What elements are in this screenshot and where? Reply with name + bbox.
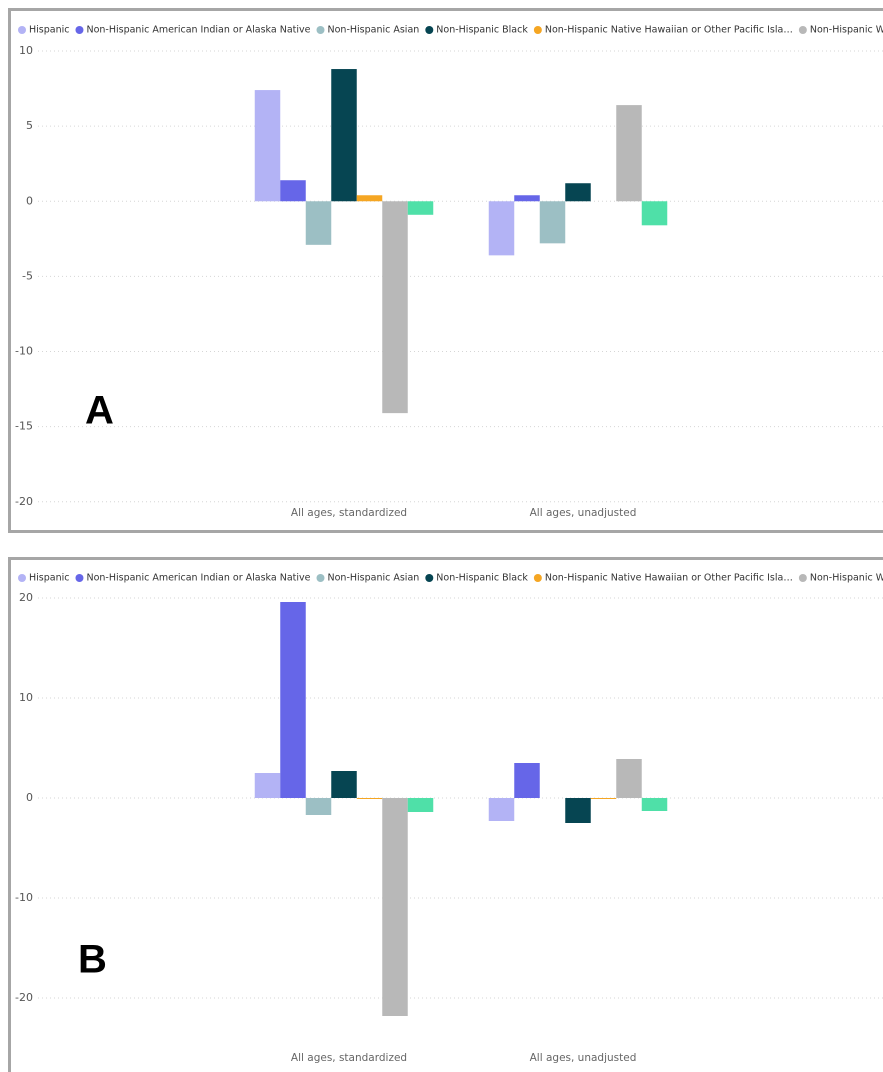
- x-tick-label: All ages, standardized: [291, 1052, 407, 1064]
- bar: [407, 201, 434, 215]
- legend-marker: [798, 574, 807, 582]
- bar: [331, 69, 357, 202]
- y-tick-label: -20: [15, 991, 33, 1004]
- legend-label: Non-Hispanic Native Hawaiian or Other Pa…: [545, 25, 793, 36]
- bar: [616, 105, 642, 202]
- panel-label: B: [78, 938, 107, 982]
- legend-marker: [316, 574, 325, 582]
- legend-marker: [533, 26, 542, 34]
- bar: [488, 798, 515, 821]
- legend-label: Non-Hispanic American Indian or Alaska N…: [86, 25, 310, 36]
- bar: [382, 798, 408, 1016]
- legend-marker: [425, 574, 434, 582]
- bar: [641, 798, 668, 811]
- legend-label: Hispanic: [29, 573, 69, 584]
- legend-marker: [18, 574, 26, 582]
- bar: [280, 180, 306, 202]
- legend-label: Non-Hispanic American Indian or Alaska N…: [86, 573, 310, 584]
- bar: [590, 798, 617, 799]
- y-tick-label: -10: [15, 345, 33, 358]
- bar: [305, 798, 332, 815]
- bar: [488, 201, 515, 256]
- y-tick-label: 20: [19, 591, 33, 604]
- bar: [254, 90, 281, 202]
- x-tick-label: All ages, unadjusted: [530, 1052, 637, 1064]
- legend-label: Non-Hispanic Asian: [328, 573, 420, 584]
- legend-marker: [798, 26, 807, 34]
- legend-label: Hispanic: [29, 25, 69, 36]
- panel-frame: [8, 8, 883, 533]
- legend-marker: [316, 26, 325, 34]
- bar: [407, 798, 434, 812]
- bar: [356, 195, 383, 202]
- y-tick-label: 10: [19, 691, 33, 704]
- y-tick-label: -15: [15, 420, 33, 433]
- bar: [539, 201, 566, 244]
- x-tick-label: All ages, standardized: [291, 507, 407, 519]
- y-tick-label: -10: [15, 891, 33, 904]
- bar: [280, 602, 306, 798]
- legend-label: Non-Hispanic Black: [436, 573, 528, 584]
- x-tick-label: All ages, unadjusted: [530, 507, 637, 519]
- legend-marker: [533, 574, 542, 582]
- y-tick-label: -20: [15, 495, 33, 508]
- panel-label: A: [85, 389, 114, 433]
- legend-label: Non-Hispanic White: [810, 573, 883, 584]
- bar: [254, 773, 281, 798]
- legend-marker: [75, 574, 84, 582]
- bar: [641, 201, 668, 226]
- bar: [514, 763, 540, 798]
- legend-label: Non-Hispanic Asian: [328, 25, 420, 36]
- legend-marker: [18, 26, 26, 34]
- bar: [331, 771, 357, 798]
- bar: [305, 201, 332, 245]
- y-tick-label: 0: [26, 791, 33, 804]
- legend-label: Non-Hispanic White: [810, 25, 883, 36]
- y-tick-label: -5: [22, 269, 33, 282]
- legend-label: Non-Hispanic Native Hawaiian or Other Pa…: [545, 573, 793, 584]
- bar: [356, 798, 383, 799]
- y-tick-label: 10: [19, 44, 33, 57]
- panel-frame: [8, 557, 883, 1072]
- bar: [382, 201, 408, 414]
- bar: [565, 183, 591, 202]
- legend-marker: [75, 26, 84, 34]
- legend-marker: [425, 26, 434, 34]
- legend-label: Non-Hispanic Black: [436, 25, 528, 36]
- bar: [565, 798, 591, 823]
- bar: [514, 195, 540, 202]
- y-tick-label: 0: [26, 194, 33, 207]
- bar: [616, 759, 642, 798]
- y-tick-label: 5: [26, 119, 33, 132]
